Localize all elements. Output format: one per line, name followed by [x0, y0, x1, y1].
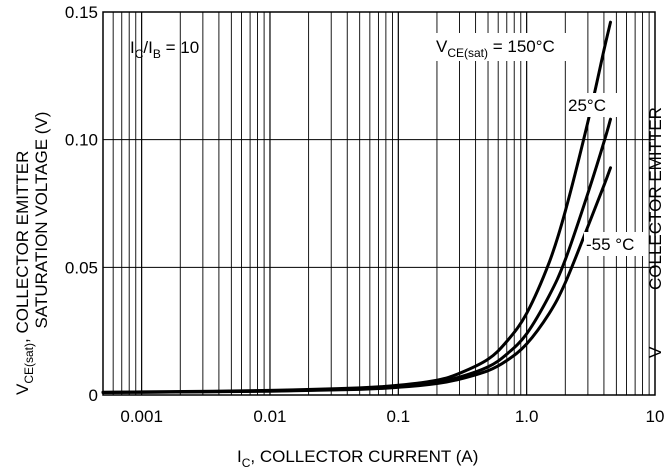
x-tick-label: 0.1: [386, 407, 410, 426]
x-tick-label: 0.001: [120, 407, 163, 426]
y-axis-label-main: V: [13, 383, 32, 395]
x-axis-label-main: I: [237, 447, 242, 466]
x-axis-label: IC, COLLECTOR CURRENT (A): [237, 447, 478, 470]
x-axis-label-sub: C: [242, 456, 251, 470]
series-group: [101, 20, 612, 394]
y-tick-label: 0: [89, 386, 98, 405]
condition-b-sub: B: [153, 47, 161, 61]
condition-a: I: [130, 38, 135, 57]
x-tick-label: 10: [646, 407, 665, 426]
series-label-25-text: 25°C: [568, 96, 606, 115]
y-tick-label: 0.10: [65, 131, 98, 150]
right-edge-v-text: V: [646, 346, 665, 358]
y-tick-label: 0.15: [65, 3, 98, 22]
series-label-150-rest: = 150°C: [488, 37, 555, 56]
x-axis-label-rest: , COLLECTOR CURRENT (A): [250, 447, 478, 466]
grid: [103, 12, 655, 395]
series-label-25: 25°C: [566, 93, 620, 117]
condition-mid: /I: [143, 38, 152, 57]
condition-label: IC/IB = 10: [130, 38, 199, 61]
series-label-150-main: V: [436, 37, 448, 56]
y-tick-label: 0.05: [65, 258, 98, 277]
series-label-150: VCE(sat) = 150°C: [432, 33, 582, 61]
series-label-minus55: -55 °C: [584, 232, 648, 256]
series-line-2: [101, 166, 612, 394]
x-tick-labels: 0.001 0.01 0.1 1.0 10: [120, 407, 664, 426]
series-line-1: [101, 117, 612, 394]
condition-a-sub: C: [135, 47, 144, 61]
condition-rest: = 10: [161, 38, 199, 57]
y-axis-label-rest: , COLLECTOR EMITTER: [13, 151, 32, 343]
x-tick-label: 1.0: [515, 407, 539, 426]
series-label-minus55-text: -55 °C: [586, 235, 634, 254]
plot-frame: [102, 11, 656, 396]
y-axis-label-line2: SATURATION VOLTAGE (V): [32, 112, 51, 329]
x-tick-label: 0.01: [253, 407, 286, 426]
y-axis-label-sub: CE(sat): [22, 343, 36, 384]
svg-text:VCE(sat) = 150°C: VCE(sat) = 150°C: [436, 37, 555, 60]
y-tick-labels: 0 0.05 0.10 0.15: [65, 3, 98, 405]
series-label-150-sub: CE(sat): [447, 46, 488, 60]
y-axis-label-line1: VCE(sat), COLLECTOR EMITTER: [13, 151, 36, 395]
right-edge-rotated-text: COLLECTOR EMITTER: [646, 107, 665, 290]
